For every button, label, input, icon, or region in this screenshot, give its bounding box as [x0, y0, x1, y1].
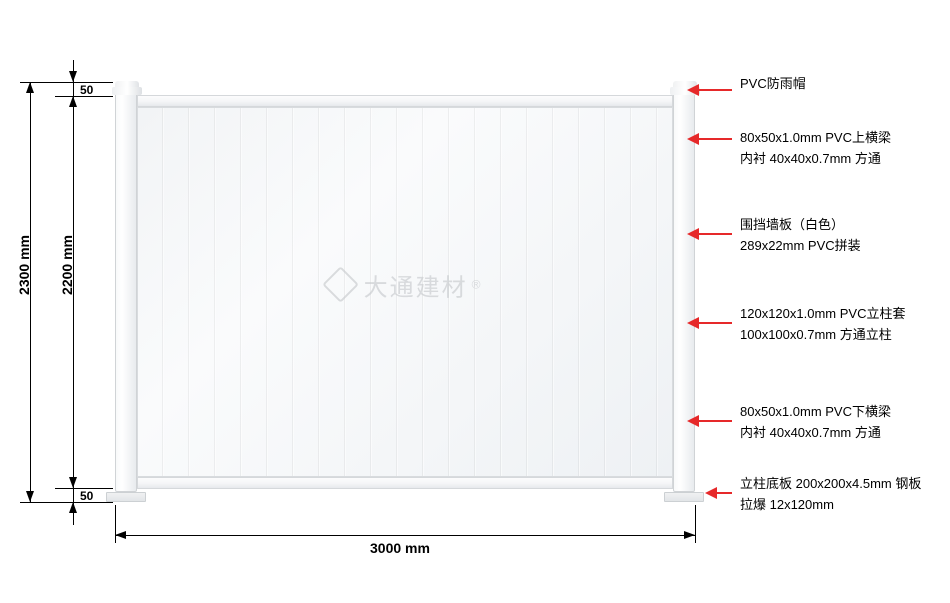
- label-line: 拉爆 12x120mm: [740, 495, 921, 516]
- dim-arrow: [115, 531, 126, 539]
- label-line: 围挡墙板（白色）: [740, 215, 861, 236]
- label-cap: PVC防雨帽: [740, 74, 806, 95]
- arrow-bot-beam: [698, 420, 732, 422]
- dim-arrow: [69, 502, 77, 513]
- dim-inner-height-text: 2200 mm: [59, 235, 75, 295]
- label-base: 立柱底板 200x200x4.5mm 钢板 拉爆 12x120mm: [740, 474, 921, 516]
- dim-tick: [695, 505, 696, 543]
- dim-arrow: [26, 491, 34, 502]
- fence-assembly: 大通建材 ®: [115, 92, 695, 492]
- label-bot-beam: 80x50x1.0mm PVC下横梁 内衬 40x40x0.7mm 方通: [740, 402, 891, 444]
- watermark-r: ®: [472, 278, 483, 292]
- arrow-top-beam: [698, 138, 732, 140]
- watermark: 大通建材 ®: [328, 267, 483, 302]
- label-line: 内衬 40x40x0.7mm 方通: [740, 423, 891, 444]
- label-line: 120x120x1.0mm PVC立柱套: [740, 304, 905, 325]
- label-line: 80x50x1.0mm PVC上横梁: [740, 128, 891, 149]
- base-plate-left: [106, 492, 146, 502]
- dim-arrow: [69, 477, 77, 488]
- dim-outer-height-text: 2300 mm: [16, 235, 32, 295]
- label-line: 80x50x1.0mm PVC下横梁: [740, 402, 891, 423]
- post-left: [115, 92, 137, 492]
- label-line: 289x22mm PVC拼装: [740, 236, 861, 257]
- arrow-cap: [698, 89, 732, 91]
- arrow-panel: [698, 233, 732, 235]
- post-right: [673, 92, 695, 492]
- rain-cap: [112, 81, 142, 95]
- label-top-beam: 80x50x1.0mm PVC上横梁 内衬 40x40x0.7mm 方通: [740, 128, 891, 170]
- dim-top-gap-text: 50: [80, 83, 93, 97]
- arrow-base: [716, 492, 732, 494]
- arrow-post: [698, 322, 732, 324]
- label-line: 内衬 40x40x0.7mm 方通: [740, 149, 891, 170]
- dim-arrow: [684, 531, 695, 539]
- dim-arrow: [26, 82, 34, 93]
- dim-line: [115, 535, 695, 536]
- label-line: 立柱底板 200x200x4.5mm 钢板: [740, 474, 921, 495]
- dim-arrow: [69, 71, 77, 82]
- label-post: 120x120x1.0mm PVC立柱套 100x100x0.7mm 方通立柱: [740, 304, 905, 346]
- top-beam: [137, 95, 673, 107]
- label-line: PVC防雨帽: [740, 74, 806, 95]
- wall-panel: 大通建材 ®: [137, 107, 673, 477]
- watermark-text: 大通建材: [364, 267, 468, 302]
- dim-bottom-gap-text: 50: [80, 489, 93, 503]
- bottom-beam: [137, 477, 673, 489]
- dim-width-text: 3000 mm: [370, 540, 430, 556]
- base-plate-right: [664, 492, 704, 502]
- dim-arrow: [69, 96, 77, 107]
- label-line: 100x100x0.7mm 方通立柱: [740, 325, 905, 346]
- label-panel: 围挡墙板（白色） 289x22mm PVC拼装: [740, 215, 861, 257]
